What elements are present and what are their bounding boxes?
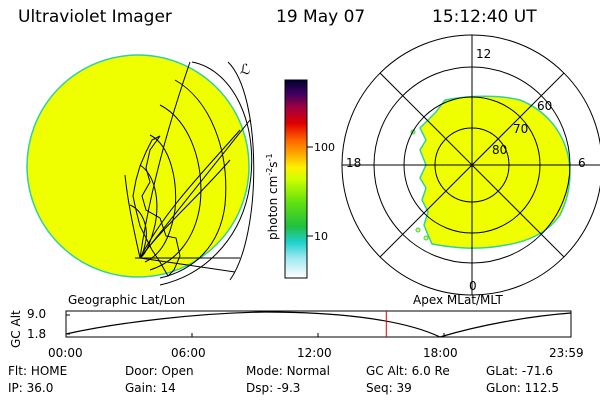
x-tick-2359: 23:59 bbox=[549, 346, 584, 360]
colorbar: 100 10 photon cm-2s-1 bbox=[265, 79, 335, 279]
geographic-image: ℒ bbox=[26, 54, 255, 286]
status-dsp: Dsp: -9.3 bbox=[246, 381, 301, 395]
altitude-curve bbox=[65, 311, 572, 338]
y-tick-1.8: 1.8 bbox=[27, 327, 46, 341]
mlt-label-6: 6 bbox=[578, 156, 586, 170]
mlt-label-0: 0 bbox=[469, 279, 477, 293]
status-ip: IP: 36.0 bbox=[8, 381, 54, 395]
grid-arc bbox=[139, 164, 158, 259]
colorbar-unit-label: photon cm-2s-1 bbox=[265, 153, 280, 240]
status-glon: GLon: 112.5 bbox=[486, 381, 559, 395]
emission-speck bbox=[415, 227, 421, 233]
emission-speck bbox=[423, 235, 429, 241]
meridian bbox=[139, 159, 231, 259]
status-door: Door: Open bbox=[125, 364, 194, 378]
date-readout: 19 May 07 bbox=[276, 7, 366, 27]
auroral-emission bbox=[419, 95, 571, 249]
meridian bbox=[139, 61, 191, 259]
timeline-axis-label: GC Alt bbox=[9, 310, 23, 348]
x-tick-12: 12:00 bbox=[297, 346, 332, 360]
altitude-timeline: GC Alt 9.0 1.8 bbox=[9, 307, 572, 348]
grid-arc bbox=[159, 79, 227, 279]
mlat-label-70: 70 bbox=[513, 122, 528, 136]
x-tick-06: 06:00 bbox=[171, 346, 206, 360]
grid-arc bbox=[149, 104, 202, 271]
mlt-label-18: 18 bbox=[346, 156, 361, 170]
status-gain: Gain: 14 bbox=[125, 381, 176, 395]
status-glat: GLat: -71.6 bbox=[486, 364, 553, 378]
grid-arc bbox=[227, 61, 255, 281]
meridian bbox=[139, 257, 236, 273]
time-readout: 15:12:40 UT bbox=[432, 7, 537, 27]
earth-disc bbox=[26, 54, 250, 278]
sun-direction-icon: ℒ bbox=[240, 62, 250, 78]
lat-lon-grid bbox=[124, 61, 255, 286]
left-panel-caption: Geographic Lat/Lon bbox=[68, 293, 185, 307]
x-tick-00: 00:00 bbox=[48, 346, 83, 360]
mlat-label-80: 80 bbox=[492, 143, 507, 157]
x-tick-18: 18:00 bbox=[423, 346, 458, 360]
right-panel-caption: Apex MLat/MLT bbox=[413, 293, 503, 307]
colorbar-tick-100: 100 bbox=[314, 141, 335, 154]
meridian bbox=[124, 174, 141, 259]
meridian bbox=[139, 129, 241, 259]
polar-grid bbox=[341, 34, 600, 296]
meridian bbox=[139, 119, 251, 259]
status-flt: Flt: HOME bbox=[8, 364, 68, 378]
mlat-label-60: 60 bbox=[537, 99, 552, 113]
instrument-title: Ultraviolet Imager bbox=[18, 7, 172, 27]
status-gc-alt: GC Alt: 6.0 Re bbox=[366, 364, 450, 378]
polar-panel: 12 18 6 0 60 70 80 bbox=[341, 34, 600, 296]
status-mode: Mode: Normal bbox=[246, 364, 330, 378]
status-seq: Seq: 39 bbox=[366, 381, 412, 395]
colorbar-tick-10: 10 bbox=[314, 230, 328, 243]
mlt-label-12: 12 bbox=[476, 47, 491, 61]
mlt-line bbox=[379, 72, 565, 258]
y-tick-9: 9.0 bbox=[27, 307, 46, 321]
colorbar-scale bbox=[284, 79, 308, 279]
coastline bbox=[132, 135, 181, 277]
grid-arc bbox=[144, 134, 177, 263]
